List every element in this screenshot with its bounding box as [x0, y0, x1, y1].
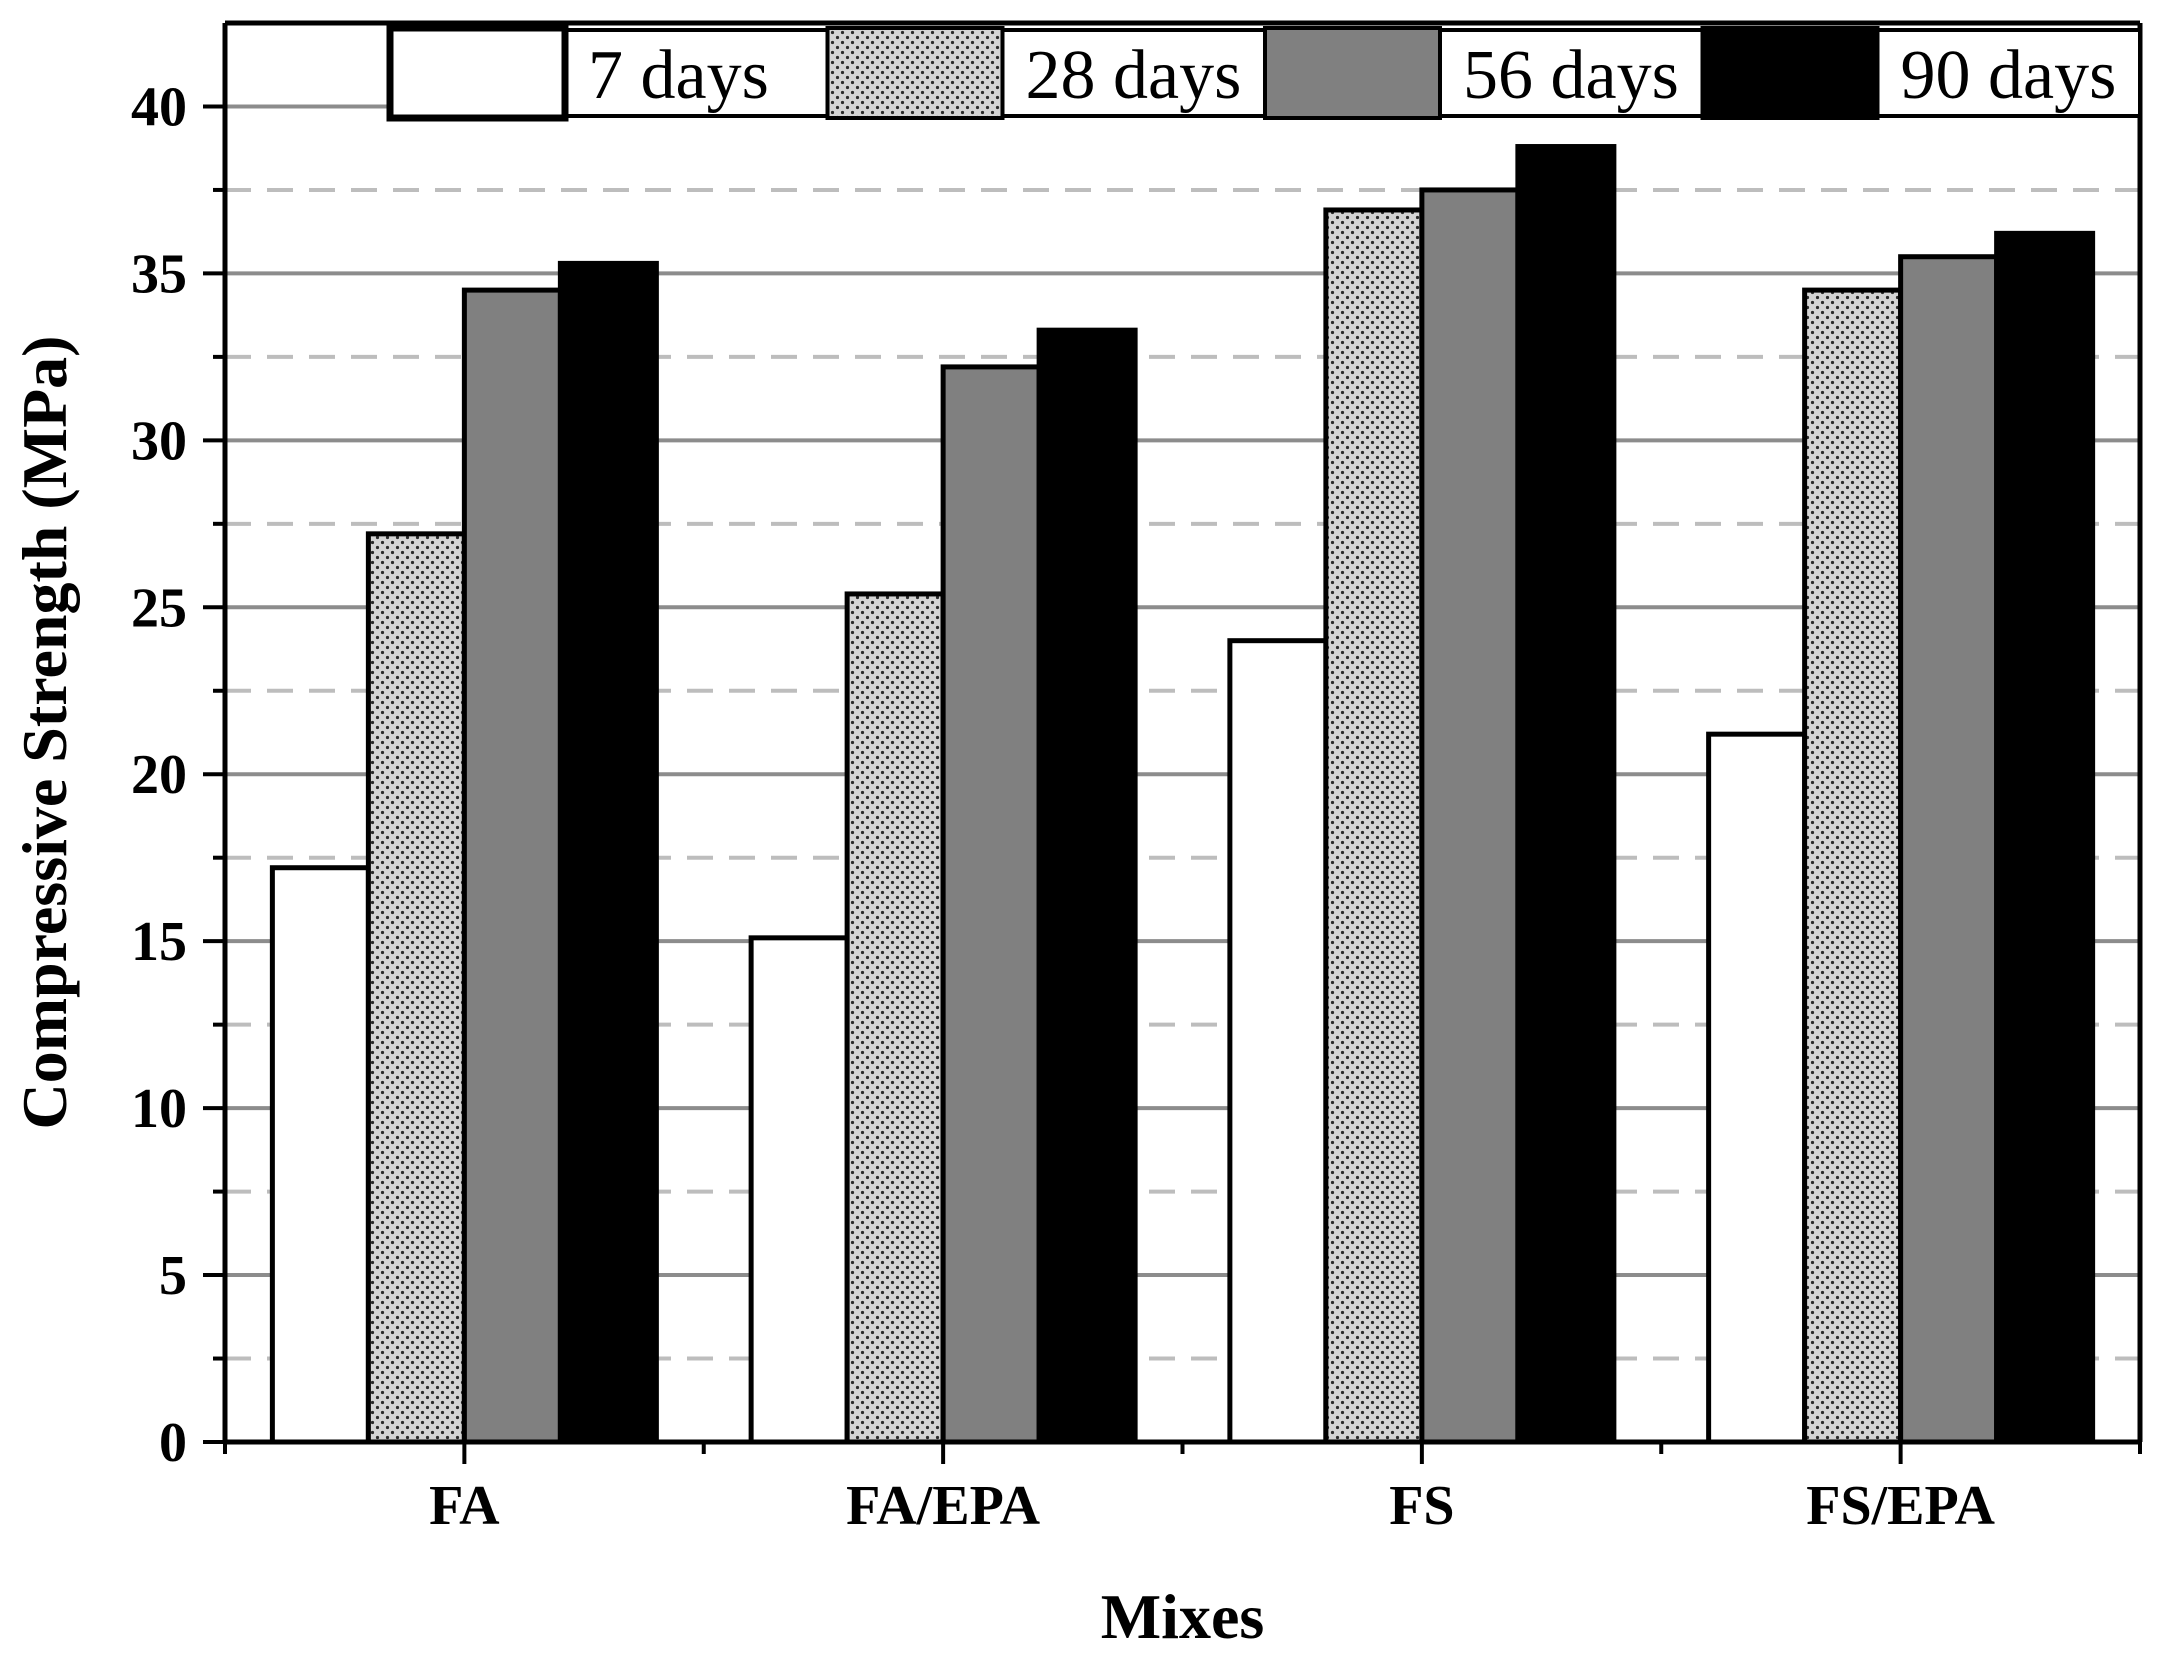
legend-label-56-days: 56 days [1463, 37, 1679, 114]
x-tick-label: FA/EPA [846, 1475, 1040, 1537]
y-tick-label: 5 [159, 1245, 187, 1307]
legend-swatch-28-days [825, 26, 1005, 120]
bar-fa-7-days [269, 865, 371, 1445]
y-tick-label: 15 [131, 911, 187, 973]
legend-label-28-days: 28 days [1026, 37, 1242, 114]
bar-fa-epa-56-days [940, 364, 1042, 1445]
bar-fs-56-days [1419, 187, 1521, 1445]
y-tick-label: 35 [131, 243, 187, 305]
bar-fs-epa-7-days [1706, 731, 1808, 1445]
bar-fs-7-days [1227, 638, 1329, 1445]
bar-fa-28-days [365, 531, 467, 1445]
y-tick-label: 30 [131, 410, 187, 472]
x-tick-label: FS [1389, 1475, 1454, 1537]
legend-swatch-56-days [1263, 26, 1442, 120]
bar-fa-56-days [461, 287, 563, 1445]
legend-swatch-90-days [1700, 26, 1880, 120]
x-axis-title: Mixes [1101, 1581, 1265, 1652]
axis-labels: 0 5 10 15 20 25 30 35 40 FA FA/EPA FS FS/EPA Mixes Com… [9, 76, 1996, 1652]
y-tick-label: 25 [131, 577, 187, 639]
bar-fs-90-days [1515, 144, 1617, 1445]
bar-fa-epa-7-days [748, 935, 850, 1445]
legend: 7 days 28 days 56 days 90 days [386, 24, 2142, 122]
bar-fs-epa-90-days [1994, 230, 2096, 1445]
legend-label-7-days: 7 days [588, 37, 769, 114]
bar-fs-28-days [1323, 207, 1425, 1445]
bar-fa-epa-90-days [1036, 327, 1138, 1445]
legend-swatch-7-days [386, 24, 569, 122]
y-tick-label: 0 [159, 1412, 187, 1474]
bar-fa-90-days [557, 260, 659, 1445]
x-tick-label: FS/EPA [1806, 1475, 1995, 1537]
bar-fa-epa-28-days [844, 591, 946, 1445]
axes [203, 20, 2143, 1464]
bar-fs-epa-28-days [1802, 287, 1904, 1445]
y-tick-label: 40 [131, 76, 187, 138]
bars [269, 144, 2096, 1445]
legend-label-90-days: 90 days [1901, 37, 2117, 114]
y-axis-title: Compressive Strength (MPa) [9, 336, 80, 1130]
x-tick-label: FA [429, 1475, 500, 1537]
bar-fs-epa-56-days [1898, 254, 2000, 1445]
y-tick-label: 20 [131, 744, 187, 806]
y-tick-label: 10 [131, 1078, 187, 1140]
